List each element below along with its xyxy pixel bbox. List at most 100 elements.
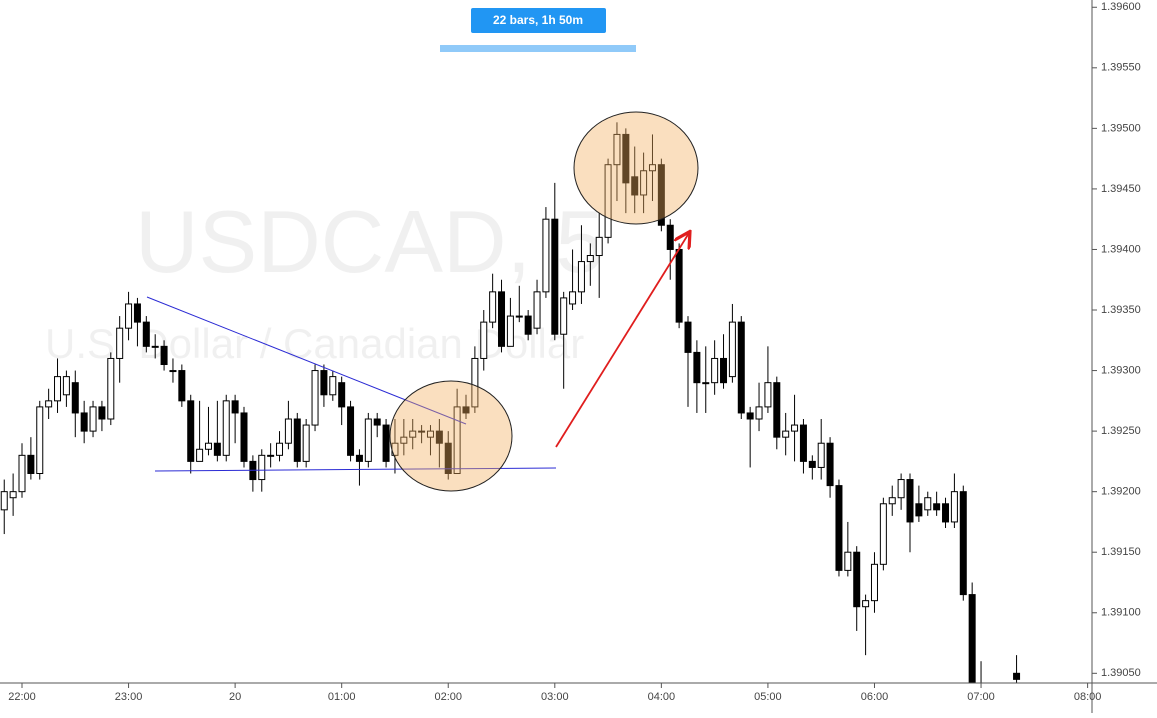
candle-body [533,291,541,329]
candle-body [657,164,665,226]
candle-body [862,600,870,608]
candle-body [675,248,683,323]
highlight-circle[interactable] [389,380,513,492]
x-tick-label: 22:00 [8,691,36,703]
highlight-circle[interactable] [573,111,699,225]
candle-body [178,370,186,402]
x-tick-label: 01:00 [328,691,356,703]
y-tick-label: 1.39500 [1101,122,1141,134]
y-tick-label: 1.39200 [1101,486,1141,498]
candle-body [817,442,825,468]
candle-body [773,382,781,438]
candle-body [640,170,648,196]
arrow[interactable] [555,233,689,448]
candle-body [924,497,932,511]
candle-body [711,357,719,384]
candle-body [240,412,248,462]
candle-body [222,400,230,456]
candle-body [835,485,843,571]
x-tick-label: 20 [229,691,241,703]
candle-body [276,442,284,456]
y-tick-label: 1.39300 [1101,364,1141,376]
candle-body [915,503,923,517]
candle-body [666,224,674,250]
candle-body [36,406,44,474]
candle-body [782,430,790,438]
candles [0,122,1021,683]
candle-body [737,321,745,414]
candle-body [755,406,763,420]
candle-body [231,400,239,414]
candle-body [870,563,878,602]
x-tick-label: 04:00 [648,691,676,703]
candle-body [62,376,70,396]
candle-body [142,321,150,347]
candle-body [746,412,754,420]
candle-body [471,357,479,408]
candle-body [826,442,834,487]
x-tick-label: 23:00 [115,691,143,703]
candle-body [933,503,941,511]
candle-body [551,218,559,335]
candle-body [45,400,53,408]
candle-body [133,303,141,323]
candle-body [329,376,337,396]
y-tick-label: 1.39150 [1101,546,1141,558]
candle-body [844,551,852,571]
candle-body [338,382,346,408]
drawings [146,111,699,492]
candle-body [453,406,461,474]
candle-body [9,491,17,499]
candle-body [693,351,701,384]
candle-body [569,291,577,305]
candle-body [204,442,212,450]
candle-body [586,255,594,263]
range-badge [471,8,606,33]
candle-body [968,594,976,683]
candle-body [853,551,861,608]
candle-body [1013,672,1021,680]
watermark-description: U.S. Dollar / Canadian Dollar [45,320,584,367]
candle-body [942,503,950,523]
candle-body [524,315,532,335]
candle-body [684,321,692,353]
candle-body [906,479,914,523]
candle-body [506,315,514,347]
candle-body [71,382,79,414]
axes: 1.39050 1.39100 1.39150 1.39200 1.39250 1.393… [8,1,1141,703]
candle-body [373,418,381,426]
candle-body [284,418,292,444]
candle-body [702,382,710,385]
candle-body [311,370,319,426]
candle-body [515,315,523,318]
candle-body [169,370,177,373]
candle-body [160,345,168,366]
candle-body [480,321,488,359]
candle-body [125,303,133,329]
y-tick-label: 1.39350 [1101,304,1141,316]
candle-body [808,460,816,468]
candle-body [302,424,310,462]
candle-body [187,400,195,462]
candle-body [462,406,470,414]
range-label: 22 bars, 1h 50m [493,13,583,27]
candle-body [791,424,799,432]
candle-body [426,430,434,438]
candle-body [879,503,887,565]
candle-body [444,442,452,474]
support-line [154,467,557,472]
candle-body [320,370,328,396]
candle-body [107,357,115,420]
candle-body [355,454,363,462]
x-tick-label: 07:00 [967,691,995,703]
candle-body [959,491,967,596]
candle-body [577,261,585,293]
candle-body [648,164,656,172]
x-tick-label: 05:00 [754,691,782,703]
candle-body [347,406,355,456]
candle-body [89,406,97,432]
y-tick-label: 1.39550 [1101,62,1141,74]
candle-body [267,454,275,457]
y-tick-label: 1.39050 [1101,667,1141,679]
